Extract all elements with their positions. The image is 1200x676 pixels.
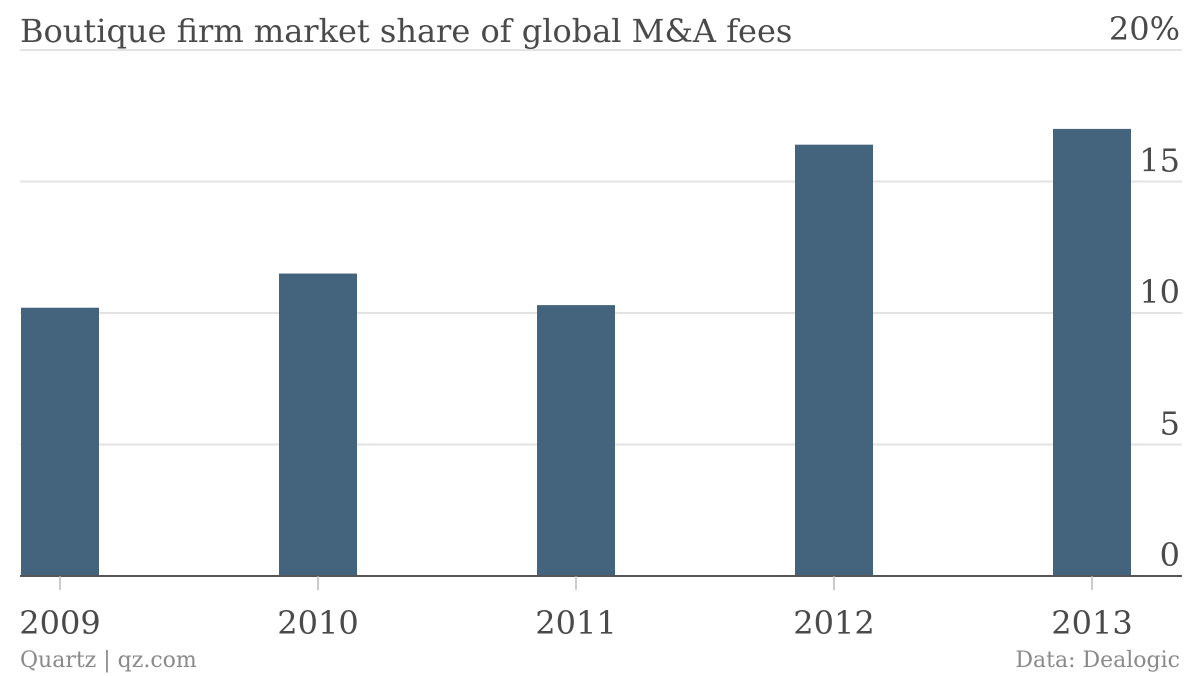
footer-source-right: Data: Dealogic	[1015, 648, 1180, 673]
y-tick-label-10: 10	[1139, 273, 1180, 311]
x-tick-label-2009: 2009	[19, 604, 100, 642]
bar-2009	[21, 307, 99, 576]
y-tick-label-5: 5	[1160, 405, 1180, 443]
y-axis-tick-labels: 0 5 10 15 20%	[1109, 10, 1180, 574]
y-tick-label-15: 15	[1139, 142, 1180, 180]
x-tick-label-2010: 2010	[277, 604, 358, 642]
bar-2013	[1053, 128, 1131, 576]
y-tick-label-0: 0	[1160, 536, 1180, 574]
bar-2010	[279, 273, 357, 576]
x-tick-label-2012: 2012	[793, 604, 874, 642]
y-tick-label-20: 20%	[1109, 10, 1180, 48]
x-axis-tick-labels: 2009 2010 2011 2012 2013	[19, 604, 1132, 642]
chart-title: Boutique firm market share of global M&A…	[20, 12, 792, 50]
x-tick-label-2013: 2013	[1051, 604, 1132, 642]
bar-2012	[795, 144, 873, 576]
bar-2011	[537, 305, 615, 576]
x-tick-label-2011: 2011	[535, 604, 616, 642]
bars	[21, 128, 1131, 576]
footer-source-left: Quartz | qz.com	[20, 648, 197, 673]
x-axis-ticks	[59, 576, 1093, 590]
